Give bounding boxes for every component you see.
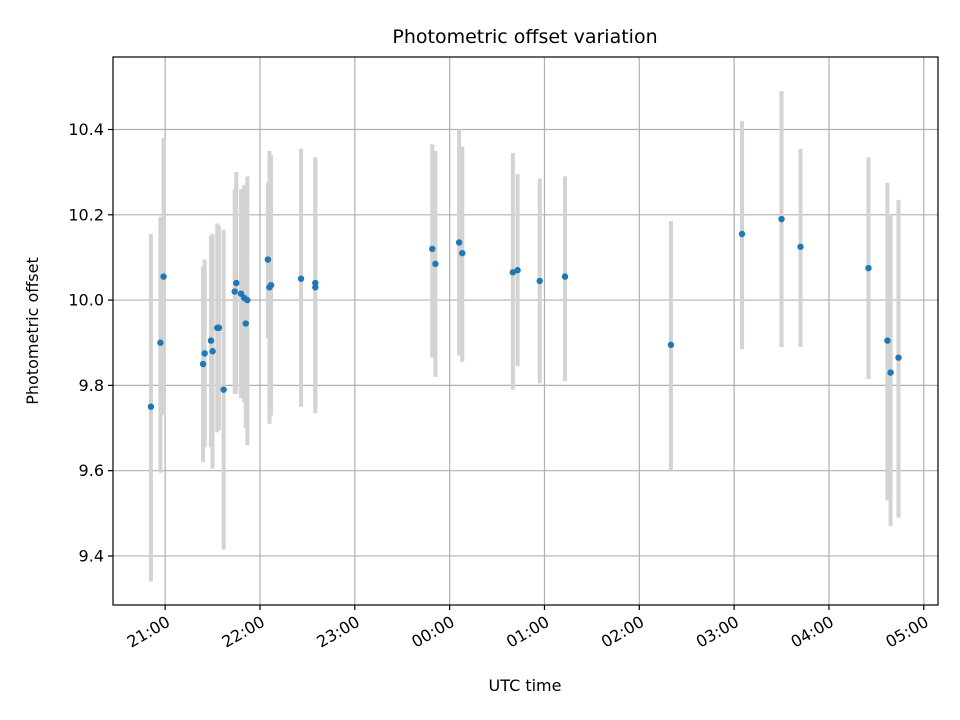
data-point bbox=[244, 296, 251, 304]
data-point bbox=[231, 288, 238, 295]
plot-frame bbox=[112, 56, 939, 606]
data-point bbox=[895, 354, 902, 361]
data-point bbox=[209, 348, 216, 355]
y-tick-label: 9.8 bbox=[79, 376, 104, 395]
data-point bbox=[536, 277, 543, 285]
data-point bbox=[264, 256, 272, 263]
data-point bbox=[267, 281, 275, 289]
data-point bbox=[297, 275, 305, 282]
y-tick-label: 9.4 bbox=[79, 546, 104, 565]
chart-title: Photometric offset variation bbox=[392, 26, 657, 48]
data-point bbox=[199, 360, 207, 368]
data-point bbox=[561, 273, 569, 280]
y-tick-label: 9.6 bbox=[79, 461, 104, 480]
data-point bbox=[233, 279, 240, 287]
data-point bbox=[778, 215, 785, 223]
y-tick-label: 10.4 bbox=[68, 120, 104, 139]
y-tick-label: 10.0 bbox=[68, 291, 104, 310]
data-point bbox=[242, 320, 249, 327]
y-tick-label: 10.2 bbox=[68, 205, 104, 224]
y-axis-title: Photometric offset bbox=[23, 257, 42, 405]
data-point bbox=[429, 245, 436, 253]
data-point bbox=[312, 284, 319, 291]
data-point bbox=[147, 403, 155, 410]
data-point bbox=[220, 386, 227, 393]
data-point bbox=[201, 350, 208, 357]
data-point bbox=[459, 249, 466, 257]
data-point bbox=[884, 337, 891, 344]
data-point bbox=[160, 273, 167, 280]
data-point bbox=[432, 260, 439, 268]
data-point bbox=[157, 339, 164, 346]
data-point bbox=[797, 243, 804, 250]
data-point bbox=[865, 264, 872, 272]
data-point bbox=[215, 324, 223, 332]
data-point bbox=[887, 369, 894, 376]
x-axis-title: UTC time bbox=[489, 676, 562, 695]
data-points bbox=[147, 215, 902, 410]
data-point bbox=[207, 337, 215, 344]
data-point bbox=[455, 239, 463, 246]
data-point bbox=[514, 267, 521, 274]
data-point bbox=[667, 341, 675, 349]
data-point bbox=[738, 230, 746, 238]
